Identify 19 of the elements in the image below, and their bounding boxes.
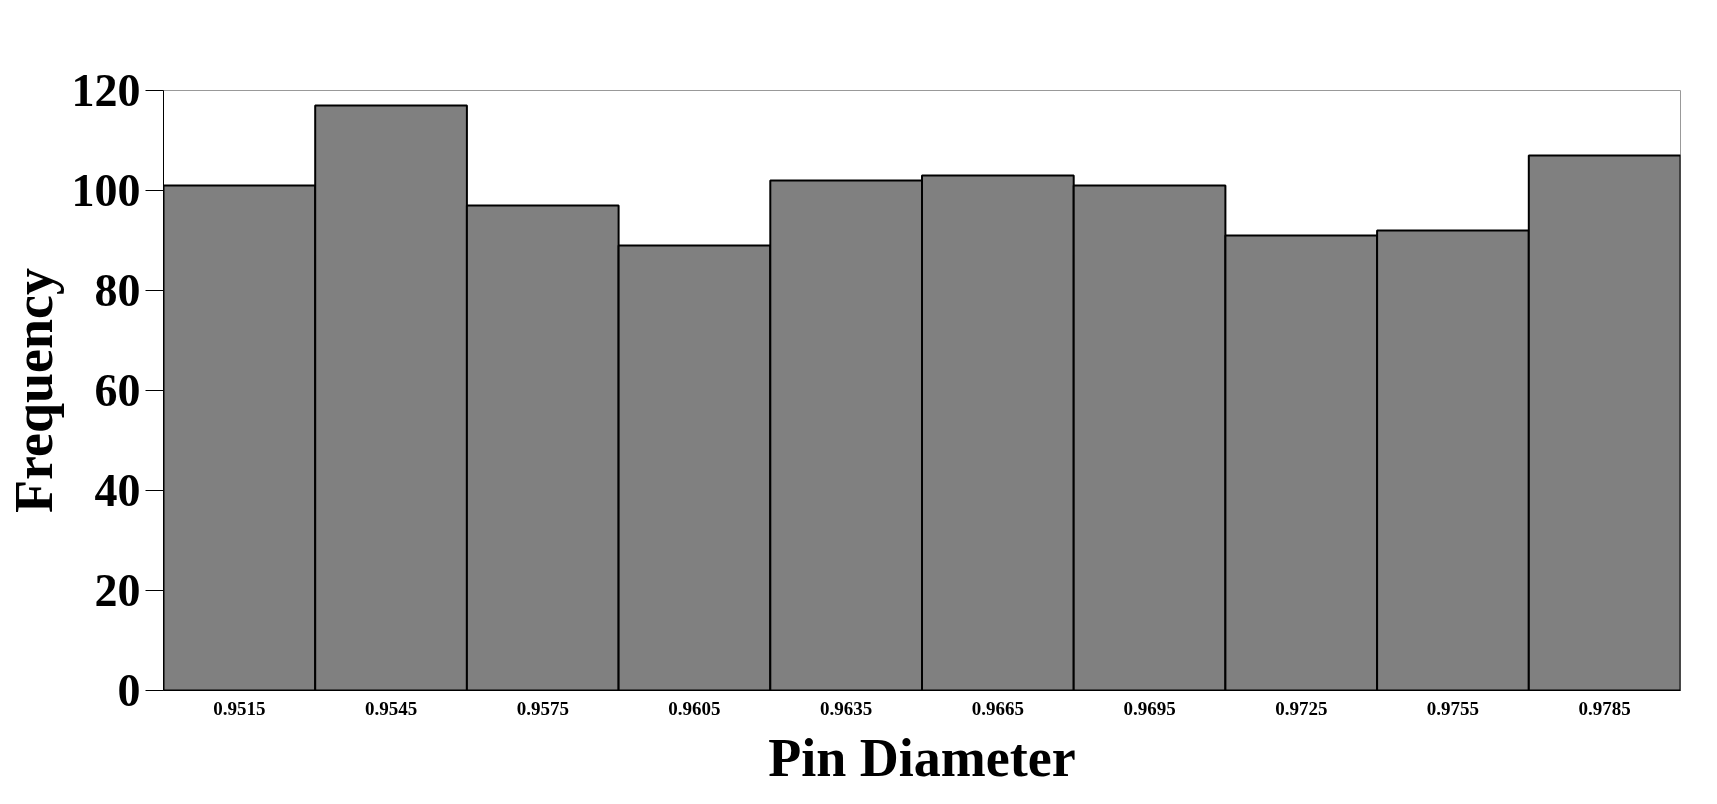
x-tick-label: 0.9755	[1426, 697, 1480, 719]
x-axis-title: Pin Diameter	[768, 727, 1076, 788]
x-tick-label: 0.9605	[668, 697, 721, 719]
y-tick-label: 20	[94, 565, 141, 616]
x-tick-label: 0.9785	[1578, 697, 1631, 719]
x-tick-label: 0.9695	[1123, 697, 1176, 719]
x-tick-label: 0.9575	[516, 697, 569, 719]
x-tick-label: 0.9725	[1275, 697, 1328, 719]
x-tick-label: 0.9665	[971, 697, 1024, 719]
x-tick-label: 0.9545	[364, 697, 418, 719]
y-tick-label: 100	[71, 165, 141, 216]
y-tick-label: 40	[94, 465, 141, 516]
x-tick-label: 0.9515	[213, 697, 266, 719]
y-tick-label: 0	[117, 665, 141, 716]
y-tick-label: 80	[94, 265, 141, 316]
y-tick-label: 60	[94, 365, 141, 416]
x-tick-label: 0.9635	[820, 697, 873, 719]
y-tick-label: 120	[71, 65, 141, 116]
y-axis-title: Frequency	[3, 268, 64, 513]
